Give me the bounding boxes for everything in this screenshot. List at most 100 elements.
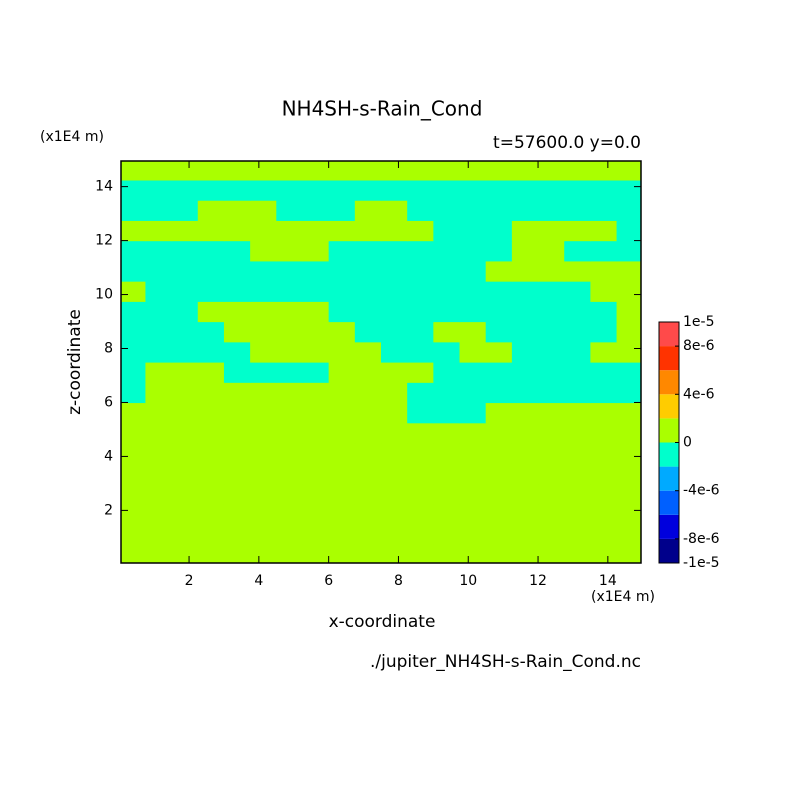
- cell: [171, 382, 199, 404]
- cell: [250, 523, 277, 545]
- cell: [354, 179, 382, 201]
- cell: [223, 544, 251, 563]
- cell: [354, 422, 382, 444]
- cell: [250, 503, 277, 525]
- cell: [354, 321, 382, 343]
- cell: [354, 301, 382, 323]
- cell: [250, 301, 277, 323]
- cell: [407, 483, 434, 505]
- cell: [121, 321, 147, 343]
- cell: [407, 179, 434, 201]
- cell: [302, 260, 330, 282]
- x-tick-label: 6: [324, 573, 333, 589]
- cell: [590, 382, 618, 404]
- cell: [121, 200, 147, 221]
- cell: [250, 442, 277, 464]
- cell: [223, 503, 251, 525]
- colorbar-band: [659, 418, 679, 443]
- cell: [381, 382, 408, 404]
- cell: [223, 422, 251, 444]
- cell: [171, 260, 199, 282]
- cell: [121, 463, 147, 485]
- cell: [459, 402, 487, 424]
- cell: [485, 503, 513, 525]
- cell: [407, 321, 434, 343]
- cell: [171, 483, 199, 505]
- cell: [407, 402, 434, 424]
- cell: [302, 362, 330, 383]
- cell: [459, 200, 487, 221]
- cell: [276, 321, 304, 343]
- cell: [433, 483, 461, 505]
- cell: [381, 544, 408, 563]
- cell: [121, 442, 147, 464]
- cell: [407, 523, 434, 545]
- cell: [145, 281, 173, 302]
- cell: [197, 220, 225, 242]
- cell: [145, 220, 173, 242]
- cell: [121, 281, 147, 302]
- cell: [459, 240, 487, 262]
- cell: [538, 260, 565, 282]
- cell: [433, 281, 461, 302]
- cell: [145, 362, 173, 383]
- cell: [145, 240, 173, 262]
- cell: [121, 161, 147, 181]
- colorbar-band: [659, 394, 679, 419]
- cell: [145, 260, 173, 282]
- cell: [328, 382, 356, 404]
- cell: [302, 240, 330, 262]
- cell: [433, 382, 461, 404]
- cell: [616, 260, 641, 282]
- colorbar-band: [659, 514, 679, 539]
- cell: [276, 402, 304, 424]
- cell: [616, 200, 641, 221]
- cell: [564, 260, 591, 282]
- x-tick-label: 2: [185, 573, 194, 589]
- cell: [197, 382, 225, 404]
- cell: [381, 442, 408, 464]
- cell: [354, 341, 382, 363]
- cell: [197, 281, 225, 302]
- cell: [302, 281, 330, 302]
- cell: [145, 422, 173, 444]
- cell: [197, 503, 225, 525]
- cell: [511, 544, 539, 563]
- cell: [538, 422, 565, 444]
- cell: [276, 463, 304, 485]
- colorbar-band: [659, 490, 679, 515]
- cell: [511, 200, 539, 221]
- cell: [381, 240, 408, 262]
- cell: [407, 260, 434, 282]
- chart-title: NH4SH-s-Rain_Cond: [282, 97, 483, 121]
- cell: [197, 301, 225, 323]
- cell: [145, 382, 173, 404]
- cell: [328, 240, 356, 262]
- x-tick-label: 8: [394, 573, 403, 589]
- cell: [223, 442, 251, 464]
- cell: [223, 402, 251, 424]
- y-tick-label: 10: [95, 287, 113, 303]
- cell: [145, 341, 173, 363]
- x-tick-label: 4: [254, 573, 263, 589]
- cell: [171, 503, 199, 525]
- cell: [538, 200, 565, 221]
- cell: [616, 321, 641, 343]
- heatmap: [121, 161, 641, 563]
- cell: [564, 220, 591, 242]
- cell: [459, 422, 487, 444]
- cell: [121, 260, 147, 282]
- cell: [302, 200, 330, 221]
- cell: [276, 260, 304, 282]
- cell: [511, 220, 539, 242]
- cell: [171, 402, 199, 424]
- y-tick-label: 14: [95, 179, 113, 195]
- cell: [381, 422, 408, 444]
- cell: [381, 402, 408, 424]
- cell: [485, 402, 513, 424]
- cell: [381, 179, 408, 201]
- cell: [407, 422, 434, 444]
- cell: [354, 523, 382, 545]
- cell: [407, 161, 434, 181]
- cell: [197, 463, 225, 485]
